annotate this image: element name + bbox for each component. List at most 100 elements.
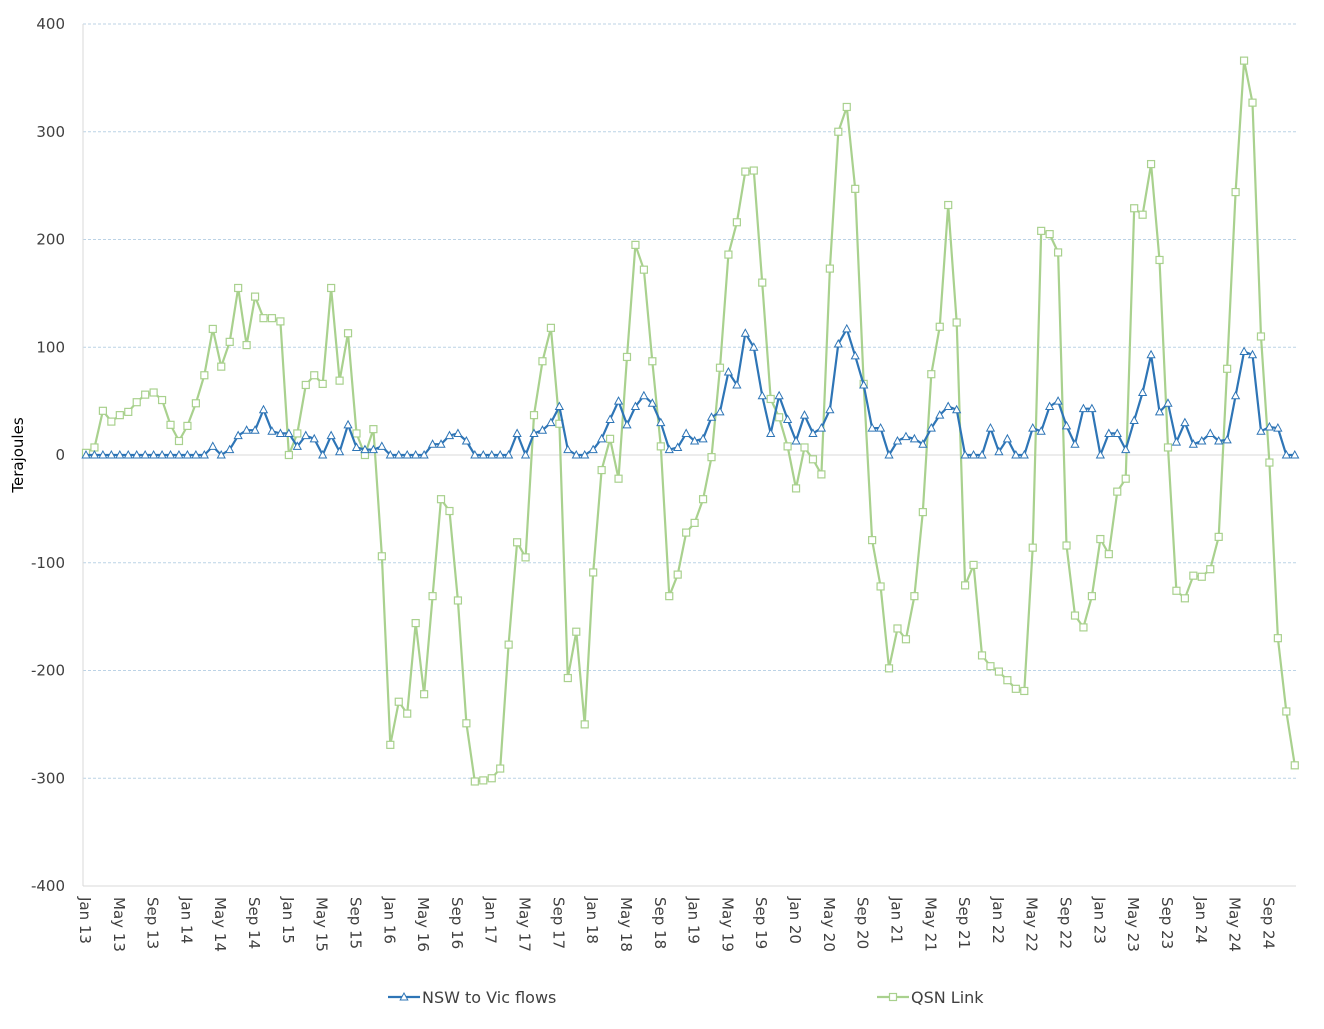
data-point xyxy=(935,322,944,331)
data-point xyxy=(1264,421,1275,431)
data-point xyxy=(816,423,827,432)
data-point xyxy=(140,449,150,459)
data-point xyxy=(284,428,294,437)
data-point xyxy=(589,568,598,577)
data-point xyxy=(1239,56,1249,65)
data-point xyxy=(537,425,548,434)
x-tick-label: Jan 24 xyxy=(1192,896,1210,944)
data-point xyxy=(529,411,539,420)
data-point xyxy=(352,429,361,438)
legend-marker xyxy=(888,992,898,1002)
data-point xyxy=(478,449,488,459)
data-point xyxy=(622,352,632,362)
data-point xyxy=(935,410,945,419)
x-tick-label: Jan 22 xyxy=(989,896,1007,944)
legend-item: NSW to Vic flows xyxy=(388,988,556,1007)
data-point xyxy=(817,470,826,479)
data-point xyxy=(98,406,108,415)
x-tick-label: Jan 23 xyxy=(1090,896,1108,944)
data-point xyxy=(292,441,302,450)
data-point xyxy=(284,450,293,460)
data-point xyxy=(639,265,648,274)
data-point xyxy=(1163,398,1173,407)
data-point xyxy=(377,552,386,561)
series-group xyxy=(81,56,1300,786)
data-point xyxy=(436,439,446,448)
data-point xyxy=(157,395,167,405)
data-point xyxy=(310,371,319,380)
data-point xyxy=(961,581,970,590)
data-point xyxy=(1248,98,1257,107)
data-point xyxy=(107,417,116,426)
data-point xyxy=(1011,684,1020,693)
data-point xyxy=(1003,676,1012,685)
data-point xyxy=(513,538,522,547)
data-point xyxy=(986,662,995,671)
data-point xyxy=(968,449,979,459)
data-point xyxy=(157,449,167,459)
data-point xyxy=(166,420,175,429)
x-tick-label: Jan 14 xyxy=(177,896,195,944)
x-tick-label: Sep 20 xyxy=(854,897,872,949)
data-point xyxy=(892,435,903,445)
data-point xyxy=(148,449,159,459)
data-point xyxy=(901,635,911,644)
data-point xyxy=(301,430,311,440)
data-point xyxy=(1121,474,1130,483)
data-point xyxy=(267,426,277,435)
x-tick-label: Sep 24 xyxy=(1259,897,1277,949)
data-point xyxy=(276,317,285,326)
data-point xyxy=(1028,423,1038,432)
data-point xyxy=(563,444,573,454)
data-point xyxy=(351,442,362,451)
data-point xyxy=(470,777,479,786)
data-point xyxy=(512,428,522,437)
data-point xyxy=(1037,226,1046,235)
x-tick-label: May 24 xyxy=(1226,897,1244,952)
data-point xyxy=(1070,439,1080,448)
y-tick-label: -300 xyxy=(31,769,65,787)
x-tick-label: Sep 19 xyxy=(752,897,770,949)
data-point xyxy=(1206,565,1215,574)
data-point xyxy=(411,449,421,459)
data-point xyxy=(943,401,953,411)
x-tick-label: Jan 17 xyxy=(482,896,500,944)
data-point xyxy=(842,102,851,112)
x-tick-label: May 15 xyxy=(313,897,331,952)
x-tick-label: May 16 xyxy=(414,897,432,952)
data-point xyxy=(149,388,158,397)
data-point xyxy=(403,709,412,718)
data-point xyxy=(216,449,226,459)
data-point xyxy=(1214,532,1223,541)
data-point xyxy=(115,411,124,420)
data-point xyxy=(673,442,683,451)
data-point xyxy=(1256,426,1266,435)
y-tick-label: -200 xyxy=(31,662,65,680)
x-tick-label: May 13 xyxy=(110,897,128,952)
data-point xyxy=(656,442,665,451)
data-point xyxy=(656,417,666,427)
data-point xyxy=(927,370,936,379)
x-tick-label: May 17 xyxy=(516,897,534,952)
data-point xyxy=(546,323,556,332)
data-point xyxy=(343,419,353,429)
data-point xyxy=(1290,449,1300,459)
data-point xyxy=(800,443,809,452)
data-point xyxy=(1095,449,1105,459)
data-point xyxy=(766,394,775,404)
data-point xyxy=(453,428,463,437)
data-point xyxy=(834,127,843,136)
data-point xyxy=(1188,439,1198,448)
data-point xyxy=(715,406,725,416)
data-point xyxy=(529,428,539,437)
data-point xyxy=(1239,346,1249,356)
data-point xyxy=(673,570,682,579)
data-point xyxy=(183,421,192,431)
data-point xyxy=(275,428,286,437)
data-point xyxy=(318,379,327,388)
data-point xyxy=(546,417,556,427)
axes xyxy=(82,24,1296,887)
x-tick-label: Sep 13 xyxy=(144,897,162,949)
data-point xyxy=(944,200,953,210)
data-point xyxy=(394,697,403,706)
